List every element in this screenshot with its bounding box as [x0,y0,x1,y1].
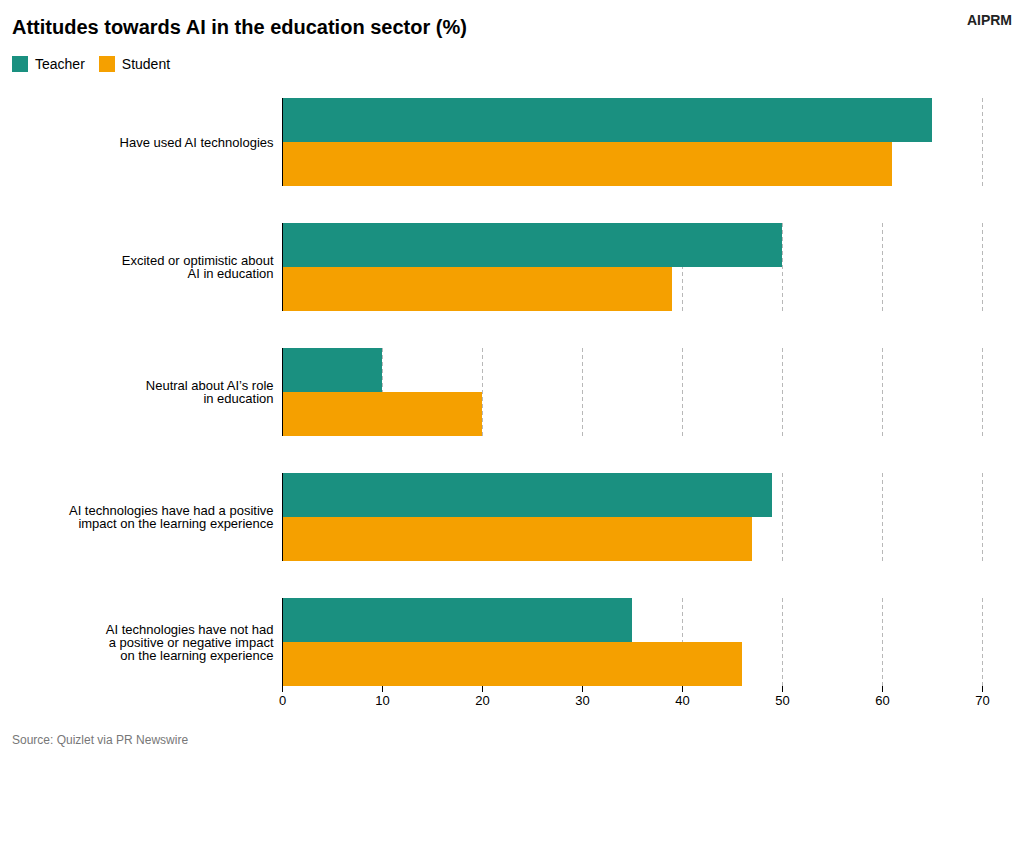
svg-text:10: 10 [375,693,389,708]
svg-text:20: 20 [475,693,489,708]
svg-text:70: 70 [975,693,989,708]
svg-text:Excited or optimistic aboutAI: Excited or optimistic aboutAI in educati… [122,253,274,281]
svg-text:0: 0 [279,693,286,708]
svg-text:30: 30 [575,693,589,708]
html-text:Student: Student [121,55,171,72]
html-text:Attitudes towards AI in the ed: Attitudes towards AI in the education se… [12,16,467,38]
svg-text:Neutral about AI’s rolein educ: Neutral about AI’s rolein education [146,378,274,406]
svg-text:AI technologies have not hada: AI technologies have not hada positive o… [106,622,274,663]
html-text:AIPRM: AIPRM [966,12,1012,28]
svg-text:60: 60 [875,693,889,708]
svg-text:AI technologies have had a pos: AI technologies have had a positiveimpac… [69,503,274,531]
html-text:Teacher: Teacher [35,55,85,72]
svg-text:40: 40 [675,693,689,708]
svg-text:50: 50 [775,693,789,708]
svg-text:Have used AI technologies: Have used AI technologies [120,135,274,150]
html-text:Source: Quizlet via PR Newswir: Source: Quizlet via PR Newswire [12,733,189,747]
